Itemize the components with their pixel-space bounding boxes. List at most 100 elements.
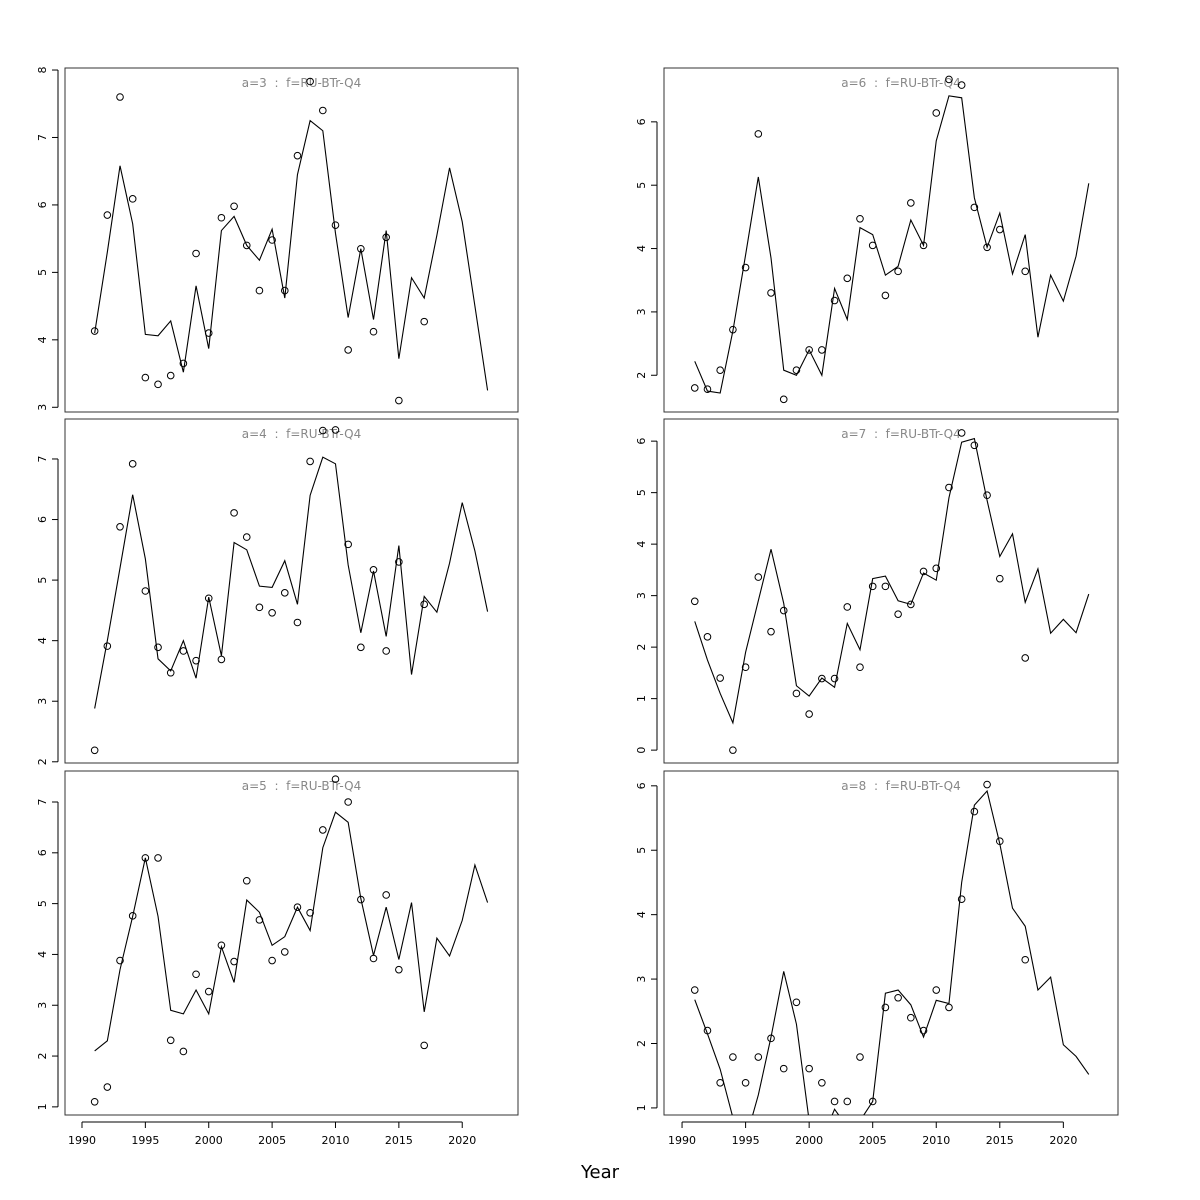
observation [357, 895, 365, 904]
observation [154, 643, 162, 652]
observation [868, 1097, 877, 1106]
observation [767, 627, 775, 636]
observation [306, 908, 314, 917]
observation [357, 244, 365, 253]
observation [792, 366, 801, 374]
y-tick-label: 5 [635, 182, 648, 189]
observation [268, 956, 276, 965]
observation [344, 346, 352, 354]
y-tick-label: 3 [36, 1002, 49, 1009]
observation [369, 327, 378, 336]
observation [729, 746, 737, 754]
x-tick-label: 2020 [448, 1134, 476, 1147]
observation [255, 603, 264, 612]
y-tick-label: 0 [635, 747, 648, 754]
observation [856, 663, 864, 672]
observation [818, 674, 826, 683]
observation [116, 93, 124, 101]
observation [690, 597, 699, 606]
x-tick-label: 2010 [922, 1134, 950, 1147]
panel-frame [663, 418, 1119, 764]
observation [792, 689, 801, 698]
y-tick-label: 3 [36, 404, 49, 411]
observation [957, 81, 966, 89]
x-tick-label: 2015 [385, 1134, 413, 1147]
x-tick-label: 2000 [195, 1134, 223, 1147]
observation [420, 600, 429, 609]
observation [293, 903, 302, 911]
observation [1021, 955, 1030, 964]
observation [103, 1083, 112, 1091]
observation [128, 195, 137, 203]
observation [1021, 267, 1030, 276]
observation [280, 286, 289, 295]
observation [767, 1034, 775, 1043]
observation [779, 395, 788, 404]
observation [995, 225, 1004, 234]
y-tick-label: 2 [36, 1053, 49, 1060]
y-tick-label: 3 [635, 308, 648, 315]
observation [179, 1047, 188, 1056]
observation [729, 1053, 737, 1061]
observation [868, 241, 877, 250]
y-tick-label: 4 [635, 541, 648, 548]
observation [703, 385, 712, 393]
panel-title: a=3 : f=RU-BTr-Q4 [242, 76, 361, 90]
observation [779, 606, 788, 615]
observation [995, 837, 1004, 846]
observation [818, 346, 826, 354]
observation [128, 460, 137, 468]
y-tick-label: 2 [635, 644, 648, 651]
x-tick-label: 1990 [668, 1134, 696, 1147]
observation [116, 956, 124, 965]
observation [242, 876, 251, 885]
observation [957, 895, 966, 903]
observation [166, 1036, 175, 1045]
observation [268, 609, 276, 617]
observation [741, 1078, 750, 1087]
observation [382, 891, 390, 899]
y-tick-label: 1 [635, 1104, 648, 1111]
observation [983, 243, 991, 252]
observation [932, 109, 941, 117]
x-tick-label: 1995 [732, 1134, 760, 1147]
plot-area [690, 75, 1090, 404]
y-tick-label: 3 [36, 698, 49, 705]
observation [970, 203, 979, 212]
observation [754, 573, 763, 581]
observation [293, 618, 302, 627]
observation [945, 75, 953, 84]
observation [192, 249, 200, 258]
fit-line [94, 811, 489, 1052]
panel-title: a=7 : f=RU-BTr-Q4 [841, 427, 960, 441]
observation [741, 663, 750, 672]
observation [830, 296, 839, 305]
observation [690, 986, 699, 994]
observation [932, 564, 941, 573]
y-tick-label: 1 [635, 695, 648, 702]
x-tick-label: 2005 [859, 1134, 887, 1147]
x-axis-label: Year [580, 1162, 620, 1183]
observation [357, 643, 365, 652]
panel-title: a=6 : f=RU-BTr-Q4 [841, 76, 960, 90]
observation [767, 289, 775, 297]
y-tick-label: 2 [635, 372, 648, 379]
observation [856, 214, 864, 223]
observation [395, 558, 403, 566]
observation [830, 674, 839, 683]
observation [729, 325, 737, 334]
observation [716, 674, 724, 682]
y-tick-label: 4 [36, 637, 49, 644]
x-tick-label: 2005 [258, 1134, 286, 1147]
panel-frame [64, 418, 519, 764]
observation [90, 1097, 99, 1106]
observation [141, 587, 150, 595]
observation [805, 346, 813, 354]
observation [255, 916, 264, 924]
plot-area [90, 775, 489, 1106]
observation [306, 457, 314, 466]
observation [242, 241, 251, 250]
observation [128, 912, 137, 920]
observation [983, 491, 991, 500]
observation [792, 998, 801, 1007]
